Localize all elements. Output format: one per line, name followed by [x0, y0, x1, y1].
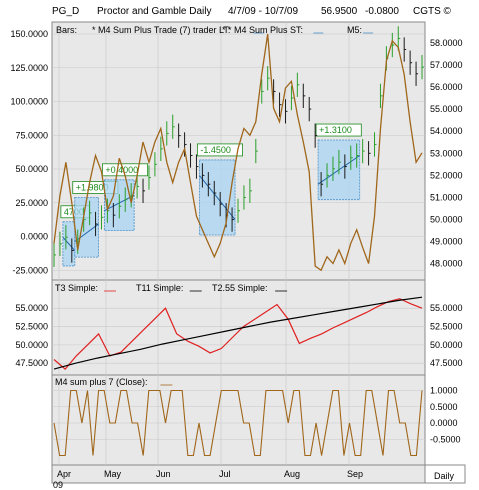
left-tick-label: 50.0000 [15, 164, 48, 174]
osc-left-tick: 55.0000 [15, 303, 48, 313]
trade-label: +1.9800 [76, 182, 109, 192]
main-legend-item: Bars: [56, 25, 77, 35]
right-tick-label: 54.0000 [430, 126, 463, 136]
left-tick-label: 25.0000 [15, 198, 48, 208]
oscillator-series: 55.0000 55.0000 52.5000 52.5000 50.0000 50.00… [15, 296, 463, 370]
osc-right-tick: 50.0000 [430, 340, 463, 350]
period-label: Daily [434, 471, 455, 481]
trade-box-trend [198, 175, 236, 220]
month-label: Jul [219, 469, 231, 479]
left-tick-label: 125.0000 [10, 63, 48, 73]
trade-label: -1.4500 [200, 145, 231, 155]
left-tick-label: 150.0000 [10, 29, 48, 39]
price-bars [53, 26, 424, 268]
right-tick-label: 50.0000 [430, 215, 463, 225]
signal-right-tick: -0.5000 [430, 434, 461, 444]
panel-legends: Bars: * M4 Sum Plus Trade (7) trader LT:*… [55, 25, 374, 387]
month-label: Sep [347, 469, 363, 479]
osc-right-tick: 55.0000 [430, 303, 463, 313]
m4-sum-series [53, 33, 423, 272]
right-tick-label: 58.0000 [430, 38, 463, 48]
signal-legend-item: M4 sum plus 7 (Close): [55, 377, 148, 387]
trade-label: 4700 [64, 207, 84, 217]
right-tick-label: 57.0000 [430, 60, 463, 70]
left-tick-label: 75.0000 [15, 130, 48, 140]
oscillator-panel [51, 279, 426, 376]
right-tick-label: 56.0000 [430, 82, 463, 92]
brand-label: CGTS © [413, 6, 451, 17]
trade-box [74, 197, 99, 258]
osc-legend-item: T2.55 Simple: [212, 283, 268, 293]
main-legend-item: * M4 Sum Plus Trade (7) trader LT: [92, 25, 230, 35]
month-label: Aug [284, 469, 300, 479]
right-tick-label: 53.0000 [430, 148, 463, 158]
left-tick-label: -25.0000 [12, 265, 48, 275]
m4-sum-line [53, 33, 423, 272]
osc-right-tick: 47.5000 [430, 358, 463, 368]
t11-simple-series [53, 296, 423, 370]
main-legend-item: * * M4 Sum Plus ST: [222, 25, 303, 35]
trade-box-trend [62, 236, 76, 251]
main-left-axis: 150.0000 125.0000 100.0000 75.0000 50.0000 25… [10, 29, 48, 275]
signal-right-tick: 0.5000 [430, 402, 458, 412]
main-legend-item: M5: [347, 25, 362, 35]
price-change: -0.0800 [365, 6, 399, 17]
main-right-axis: 58.0000 57.0000 56.0000 55.0000 54.0000 53.00… [430, 38, 463, 269]
security-name: Proctor and Gamble Daily [97, 6, 212, 17]
osc-left-tick: 52.5000 [15, 322, 48, 332]
trade-box [198, 159, 236, 236]
period-box [424, 464, 466, 484]
date-range: 4/7/09 - 10/7/09 [228, 6, 299, 17]
right-tick-label: 48.0000 [430, 259, 463, 269]
trade-label-box [196, 143, 243, 157]
right-tick-label: 52.0000 [430, 170, 463, 180]
trade-label-box [315, 123, 362, 137]
month-label: May [104, 469, 122, 479]
month-label: Jun [156, 469, 171, 479]
left-tick-label: 0.0000 [20, 232, 48, 242]
trade-box-trend [74, 223, 99, 243]
chart-header: PG_D Proctor and Gamble Daily 4/7/09 - 1… [0, 0, 479, 22]
right-tick-label: 51.0000 [430, 192, 463, 202]
trade-label: +0.4000 [105, 165, 138, 175]
left-tick-label: 100.0000 [10, 97, 48, 107]
month-labels: Apr May Jun Jul Aug Sep [57, 469, 363, 479]
signal-panel [51, 374, 426, 466]
month-label: Apr [57, 469, 71, 479]
right-tick-label: 55.0000 [430, 104, 463, 114]
signal-right-tick: 1.0000 [430, 386, 458, 396]
right-tick-label: 49.0000 [430, 237, 463, 247]
osc-right-tick: 52.5000 [430, 322, 463, 332]
signal-right-tick: 0.0000 [430, 418, 458, 428]
osc-left-tick: 47.5000 [15, 358, 48, 368]
last-price: 56.9500 [321, 6, 358, 17]
signal-series: 1.0000 0.5000 0.0000 -0.5000 [53, 386, 461, 457]
symbol: PG_D [52, 6, 80, 17]
osc-legend-item: T11 Simple: [136, 283, 183, 293]
trade-label: +1.3100 [319, 125, 352, 135]
year-label: 09 [53, 480, 63, 490]
m4-sum-plus-7-series [53, 389, 423, 457]
osc-legend-item: T3 Simple: [55, 283, 98, 293]
osc-left-tick: 50.0000 [15, 340, 48, 350]
